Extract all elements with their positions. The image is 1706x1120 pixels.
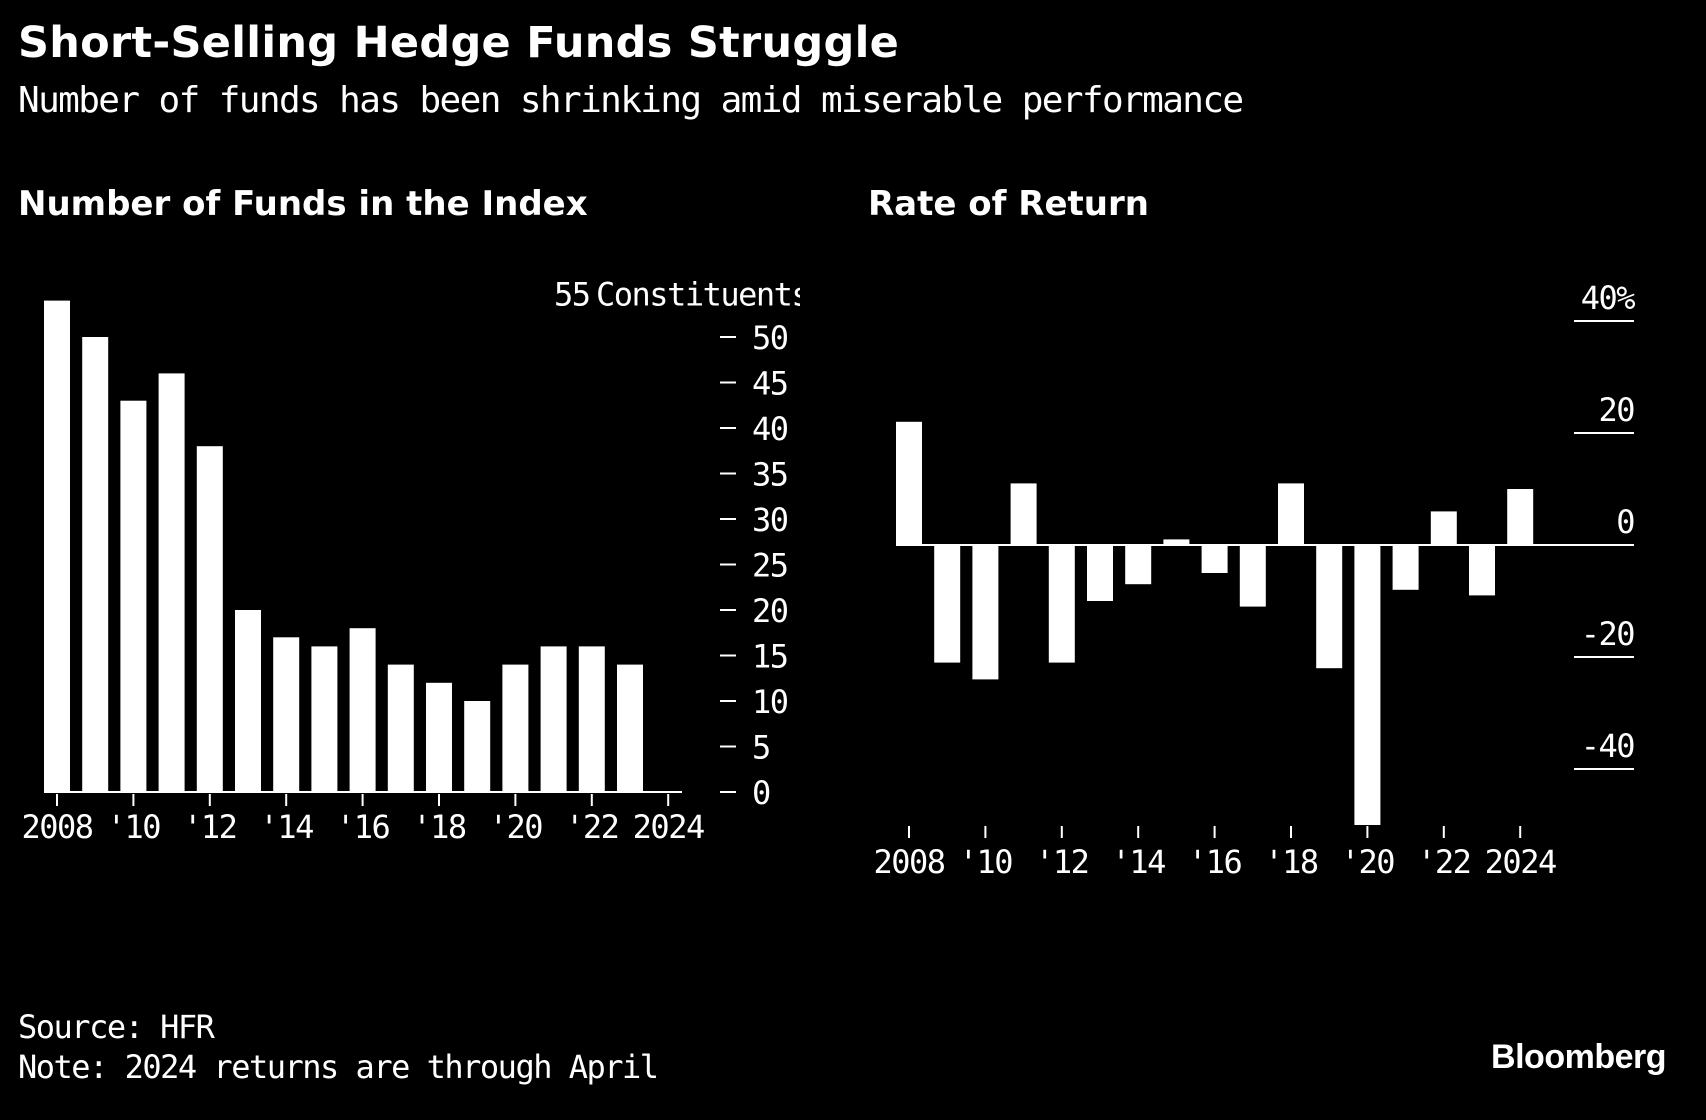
return-bar-2015 xyxy=(1163,539,1190,545)
return-bar-2012 xyxy=(1048,545,1075,663)
return-panel-title: Rate of Return xyxy=(868,184,1149,224)
return-bar-2013 xyxy=(1087,545,1113,601)
funds-ytick-label-50: 50 xyxy=(752,319,788,357)
return-xtick-label-2010: '10 xyxy=(959,843,1013,881)
source-note: Source: HFR xyxy=(18,1008,215,1046)
funds-ytick-label-45: 45 xyxy=(752,365,788,403)
funds-xtick-label-2024: 2024 xyxy=(633,808,704,846)
funds-ytick-label-55: 55 xyxy=(554,276,590,314)
return-bar-2010 xyxy=(972,545,999,680)
funds-bar-2012 xyxy=(196,446,223,792)
funds-xtick-label-2012: '12 xyxy=(183,808,236,846)
return-xtick-label-2016: '16 xyxy=(1188,843,1242,881)
return-bar-2014 xyxy=(1125,545,1152,585)
funds-bar-2009 xyxy=(82,337,109,792)
funds-bar-2019 xyxy=(464,701,491,792)
chart-title: Short-Selling Hedge Funds Struggle xyxy=(18,18,900,68)
funds-bar-2008 xyxy=(44,300,70,792)
funds-bar-2018 xyxy=(426,682,452,792)
return-bar-2018 xyxy=(1278,483,1304,545)
return-bar-2020 xyxy=(1354,545,1381,825)
funds-y-axis-title: Constituents xyxy=(596,276,800,314)
return-bar-2008 xyxy=(896,421,922,545)
funds-ytick-label-0: 0 xyxy=(752,774,770,812)
funds-xtick-label-2010: '10 xyxy=(107,808,161,846)
return-bar-2022 xyxy=(1430,511,1457,545)
return-bar-2023 xyxy=(1469,545,1495,596)
return-ytick-label-4: -40 xyxy=(1581,727,1635,765)
funds-bar-2017 xyxy=(387,664,414,792)
funds-bar-2023 xyxy=(617,664,643,792)
funds-ytick-label-20: 20 xyxy=(752,592,788,630)
return-ytick-label-0: 40% xyxy=(1581,279,1636,317)
funds-bar-2013 xyxy=(235,610,261,792)
return-chart: 40% 20 0 -20 -40 2008 '10 '12 '14 '16 '18 '20 '22 202… xyxy=(873,279,1636,881)
funds-ytick-label-35: 35 xyxy=(752,456,788,494)
return-ytick-label-2: 0 xyxy=(1616,503,1634,541)
return-xtick-label-2024: 2024 xyxy=(1485,843,1556,881)
funds-ytick-label-5: 5 xyxy=(752,729,770,767)
funds-bar-2015 xyxy=(311,646,338,792)
funds-xtick-label-2016: '16 xyxy=(336,808,390,846)
funds-xtick-label-2014: '14 xyxy=(260,808,314,846)
return-bar-2017 xyxy=(1239,545,1266,607)
return-bar-2016 xyxy=(1201,545,1228,573)
funds-xtick-label-2008: 2008 xyxy=(21,808,92,846)
bloomberg-logo: Bloomberg xyxy=(1491,1038,1666,1076)
funds-chart: 0 5 10 15 20 25 30 35 40 45 50 55 Constituents 2008 '1… xyxy=(21,276,800,847)
funds-bar-2016 xyxy=(349,628,376,792)
return-xtick-label-2018: '18 xyxy=(1264,843,1318,881)
funds-bar-2020 xyxy=(502,664,529,792)
return-bar-2009 xyxy=(934,545,961,663)
return-xtick-label-2014: '14 xyxy=(1112,843,1166,881)
return-ytick-label-3: -20 xyxy=(1581,615,1635,653)
chart-subtitle: Number of funds has been shrinking amid … xyxy=(18,80,1244,121)
return-xtick-label-2020: '20 xyxy=(1341,843,1395,881)
funds-ytick-label-40: 40 xyxy=(752,410,788,448)
return-bar-2011 xyxy=(1010,483,1037,545)
funds-bar-2014 xyxy=(273,637,300,792)
return-xtick-label-2012: '12 xyxy=(1035,843,1088,881)
return-bar-2021 xyxy=(1392,545,1419,590)
funds-bar-2010 xyxy=(120,400,147,792)
funds-xtick-label-2018: '18 xyxy=(412,808,466,846)
return-xtick-label-2008: 2008 xyxy=(873,843,944,881)
funds-bar-2022 xyxy=(578,646,605,792)
funds-bar-2011 xyxy=(158,373,185,792)
footnote: Note: 2024 returns are through April xyxy=(18,1048,659,1086)
funds-xtick-label-2020: '20 xyxy=(489,808,543,846)
return-bar-2019 xyxy=(1316,545,1343,669)
return-bar-2024 xyxy=(1507,489,1534,545)
funds-ytick-label-10: 10 xyxy=(752,683,788,721)
funds-bar-2021 xyxy=(540,646,567,792)
funds-xtick-label-2022: '22 xyxy=(565,808,618,846)
funds-ytick-label-25: 25 xyxy=(752,547,788,585)
funds-ytick-label-30: 30 xyxy=(752,501,788,539)
funds-panel-title: Number of Funds in the Index xyxy=(18,184,588,224)
return-ytick-label-1: 20 xyxy=(1598,391,1634,429)
funds-ytick-label-15: 15 xyxy=(752,638,788,676)
return-xtick-label-2022: '22 xyxy=(1417,843,1470,881)
